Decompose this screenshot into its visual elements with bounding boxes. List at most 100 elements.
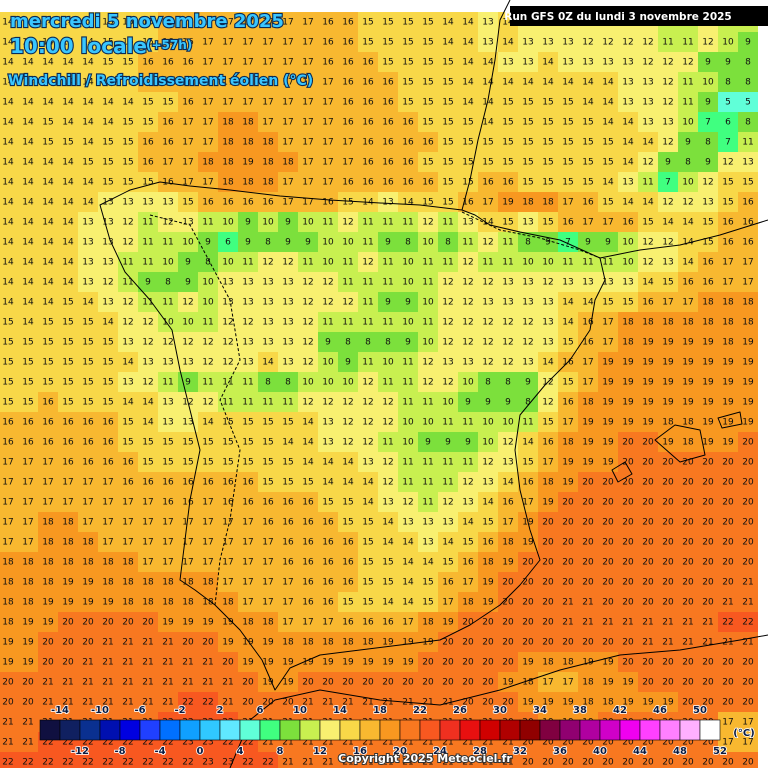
cell-value: 12 (442, 378, 453, 388)
cell (218, 72, 238, 92)
legend-swatch (379, 719, 401, 741)
cell-value: 20 (682, 538, 694, 548)
cell (258, 72, 278, 92)
cell-value: 10 (422, 418, 434, 428)
cell-value: 20 (682, 558, 694, 568)
cell-value: 10 (402, 318, 414, 328)
cell-value: 9 (245, 218, 251, 228)
cell-value: 13 (422, 518, 433, 528)
cell-value: 18 (282, 638, 294, 648)
cell-value: 17 (342, 138, 353, 148)
cell-value: 14 (2, 58, 14, 68)
cell-value: 18 (62, 518, 74, 528)
cell-value: 15 (142, 98, 153, 108)
cell-value: 17 (2, 458, 13, 468)
cell-value: 15 (362, 18, 373, 28)
cell-value: 10 (522, 258, 534, 268)
cell-value: 20 (602, 758, 614, 768)
cell (418, 32, 438, 52)
cell-value: 14 (2, 118, 14, 128)
cell (518, 112, 538, 132)
cell-value: 13 (482, 38, 493, 48)
cell-value: 20 (662, 498, 674, 508)
cell-value: 14 (102, 318, 114, 328)
cell-value: 15 (542, 178, 553, 188)
cell-value: 19 (82, 598, 94, 608)
cell-value: 8 (745, 118, 751, 128)
cell-value: 14 (542, 358, 554, 368)
cell-value: 13 (462, 218, 473, 228)
cell-value: 20 (642, 578, 654, 588)
cell (718, 92, 738, 112)
cell-value: 11 (362, 218, 373, 228)
cell-value: 15 (462, 118, 473, 128)
cell-value: 12 (302, 398, 313, 408)
cell-value: 20 (722, 658, 734, 668)
cell-value: 21 (282, 758, 293, 768)
cell-value: 12 (202, 338, 213, 348)
cell-value: 21 (322, 758, 333, 768)
cell-value: 15 (502, 118, 513, 128)
cell-value: 15 (522, 118, 533, 128)
cell-value: 20 (542, 538, 554, 548)
cell-value: 16 (162, 498, 174, 508)
cell-value: 16 (142, 138, 154, 148)
cell (238, 52, 258, 72)
cell-value: 15 (582, 118, 593, 128)
cell (98, 92, 118, 112)
cell-value: 16 (242, 198, 254, 208)
cell-value: 19 (622, 418, 634, 428)
cell-value: 15 (382, 18, 393, 28)
cell-value: 19 (482, 598, 494, 608)
cell-value: 15 (42, 358, 53, 368)
cell-value: 15 (342, 518, 353, 528)
cell-value: 7 (665, 178, 671, 188)
legend-bottom-label: -8 (114, 746, 125, 757)
cell-value: 10 (402, 438, 414, 448)
cell-value: 16 (42, 398, 54, 408)
cell-value: 15 (62, 138, 73, 148)
cell-value: 16 (102, 458, 114, 468)
cell-value: 18 (222, 178, 234, 188)
cell (278, 32, 298, 52)
cell (18, 72, 38, 92)
cell-value: 15 (442, 138, 453, 148)
cell-value: 14 (382, 538, 394, 548)
cell-value: 15 (442, 178, 453, 188)
cell-value: 17 (122, 498, 133, 508)
cell-value: 21 (62, 678, 73, 688)
legend-bottom-label: -4 (154, 746, 165, 757)
cell-value: 16 (322, 518, 334, 528)
cell-value: 13 (102, 298, 113, 308)
cell (298, 72, 318, 92)
legend-bottom-label: 52 (713, 746, 727, 757)
cell-value: 16 (82, 458, 94, 468)
cell (178, 52, 198, 72)
cell (678, 92, 698, 112)
cell-value: 20 (642, 458, 654, 468)
cell-value: 16 (362, 98, 374, 108)
cell (198, 32, 218, 52)
cell-value: 18 (302, 638, 314, 648)
cell-value: 11 (682, 98, 693, 108)
cell-value: 12 (322, 278, 333, 288)
cell-value: 13 (502, 298, 513, 308)
cell-value: 18 (362, 638, 374, 648)
cell-value: 13 (182, 218, 193, 228)
cell-value: 13 (362, 458, 373, 468)
cell-value: 15 (442, 198, 453, 208)
cell-value: 14 (42, 178, 54, 188)
cell-value: 14 (2, 138, 14, 148)
cell-value: 16 (282, 518, 294, 528)
cell-value: 21 (222, 678, 233, 688)
cell (358, 92, 378, 112)
cell (458, 32, 478, 52)
cell-value: 11 (422, 318, 433, 328)
cell-value: 19 (702, 438, 714, 448)
cell-value: 14 (462, 18, 474, 28)
cell-value: 13 (602, 58, 613, 68)
legend-swatch (79, 719, 101, 741)
cell-value: 14 (2, 258, 14, 268)
cell-value: 10 (402, 278, 414, 288)
cell-value: 10 (502, 418, 514, 428)
